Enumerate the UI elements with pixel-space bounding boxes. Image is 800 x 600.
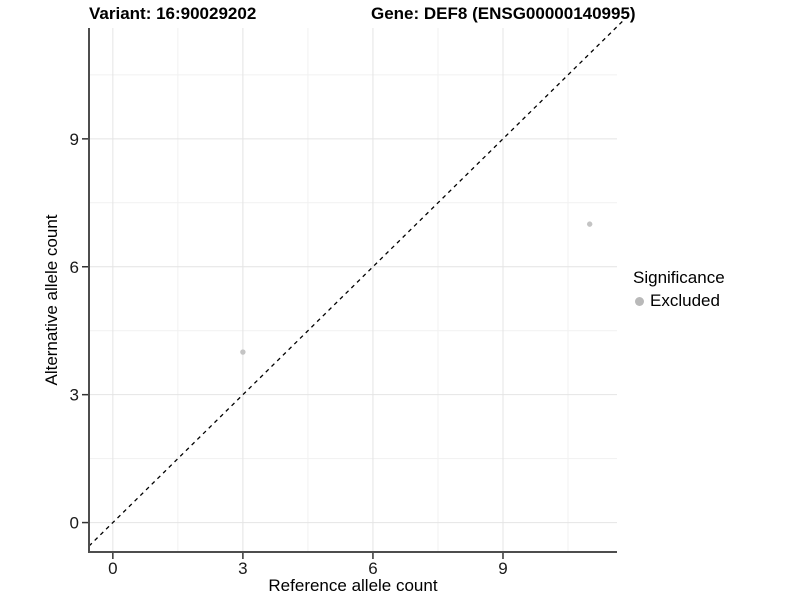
x-tick-label: 9 [498,559,507,578]
identity-line [88,19,624,547]
y-tick-label: 6 [70,258,79,277]
legend: Significance Excluded [633,268,725,311]
y-tick-label: 0 [70,514,79,533]
x-tick-label: 0 [108,559,117,578]
y-tick-label: 3 [70,386,79,405]
legend-title: Significance [633,268,725,287]
legend-point-icon [635,296,644,306]
y-axis-title: Alternative allele count [42,214,61,386]
x-axis-title: Reference allele count [268,576,438,595]
data-point [240,349,246,355]
y-tick-label: 9 [70,130,79,149]
x-tick-label: 3 [238,559,247,578]
x-tick-label: 6 [368,559,377,578]
plot-title-variant: Variant: 16:90029202 [89,4,257,23]
data-point [586,221,593,227]
legend-item-excluded: Excluded [633,291,725,311]
plot-title-gene: Gene: DEF8 (ENSG00000140995) [371,4,636,23]
legend-item-label: Excluded [650,291,720,310]
